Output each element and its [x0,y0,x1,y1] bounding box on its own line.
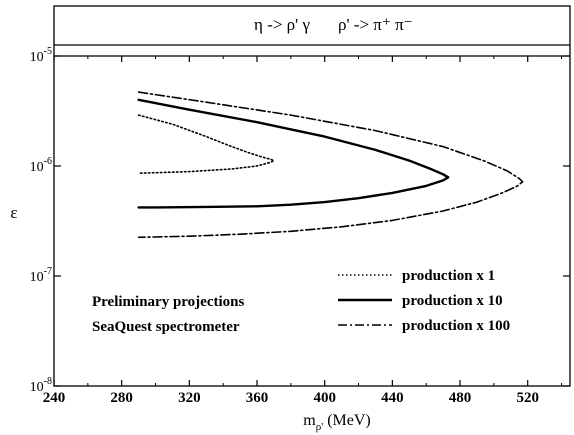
x-tick-label: 520 [516,390,539,406]
annotation-line-1: Preliminary projections [92,294,244,310]
y-tick-exponent: -8 [44,376,52,387]
y-tick-label: 10-6 [30,156,52,175]
x-axis-label: mρ' (MeV) [303,412,370,433]
x-tick-label: 240 [43,390,66,406]
process-label-left: η -> ρ' γ [254,15,310,34]
series-curve-2 [137,98,450,209]
y-tick-exponent: -5 [44,46,52,57]
y-tick-label: 10-5 [30,46,52,65]
y-tick-exponent: -6 [44,156,52,167]
annotation-line-2: SeaQuest spectrometer [92,319,240,335]
y-axis-label: ε [10,203,17,222]
x-tick-label: 400 [313,390,336,406]
y-tick-base: 10 [30,50,44,65]
y-tick-label: 10-8 [30,376,52,395]
process-label-right: ρ' -> π⁺ π⁻ [338,15,413,34]
x-tick-label: 440 [381,390,404,406]
y-tick-label: 10-7 [30,266,52,285]
x-axis-label-base: m [303,412,316,429]
y-tick-exponent: -7 [44,266,52,277]
x-tick-label: 280 [110,390,133,406]
series-curve-1 [137,114,275,174]
legend-label-production-x10: production x 10 [402,293,503,309]
y-tick-base: 10 [30,380,44,395]
plot-frame [53,5,571,387]
legend-label-production-x100: production x 100 [402,318,510,334]
legend-label-production-x1: production x 1 [402,268,495,284]
x-tick-label: 360 [246,390,269,406]
y-tick-base: 10 [30,270,44,285]
y-tick-base: 10 [30,160,44,175]
x-tick-label: 480 [449,390,472,406]
legend: production x 1 production x 10 productio… [338,268,510,334]
x-tick-label: 320 [178,390,201,406]
x-axis-label-unit: (MeV) [327,412,371,429]
x-axis-label-subscript: ρ' [316,421,323,433]
series-curve-3 [137,91,524,239]
